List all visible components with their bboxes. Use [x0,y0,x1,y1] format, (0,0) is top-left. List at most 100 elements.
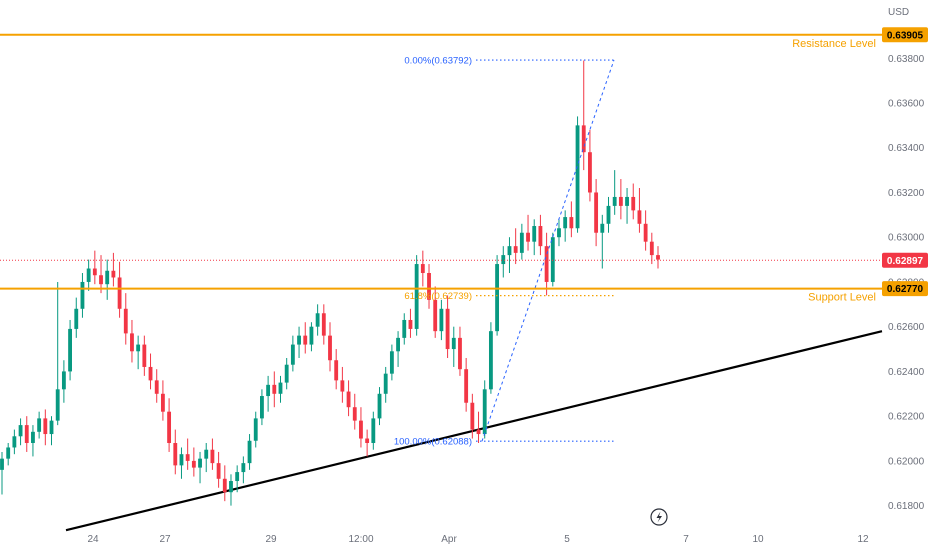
x-tick-label: 27 [159,534,171,545]
current-price-tag: 0.62897 [882,252,928,268]
candle [253,411,258,448]
fib-level-618-label: 61.8%(0.62739) [404,291,472,302]
candle-body [389,351,394,374]
candle-body [563,217,568,229]
candle-body [179,454,184,466]
x-tick-label: 5 [564,534,570,545]
candle [315,304,320,336]
candle-body [600,223,605,233]
candle [0,451,4,495]
candle-body [618,196,623,206]
candle-body [123,308,128,334]
candle-body [625,196,629,206]
candle [18,418,23,446]
candle [476,411,481,443]
candle [278,375,283,403]
candle-body [0,458,4,470]
support-price-tag-bg [882,281,928,297]
candle-body [266,384,271,397]
candle [402,313,407,345]
x-axis: 24 27 29 12:00 Apr 5 7 10 12 [87,534,869,545]
candle-body [594,192,599,233]
candle [80,273,85,318]
candle-body [346,391,351,408]
candle [365,429,370,457]
candle-body [656,255,660,260]
candles-layer [0,60,660,506]
candle-body [532,226,537,242]
candle [643,210,648,251]
ascending-trendline[interactable] [65,330,883,532]
candle-body [191,460,196,468]
candle [191,447,196,477]
candle [532,219,537,256]
y-tick-label: 0.62200 [888,412,925,423]
candle-body [588,152,592,193]
candle [389,344,394,381]
candle [222,465,227,502]
candle-body [359,420,363,439]
support-price-tag: 0.62770 [882,281,928,297]
candle-body [631,196,636,211]
candle [241,456,246,484]
candle-body [173,443,178,466]
candle-body [309,326,314,345]
candle [6,443,11,466]
candle [210,438,215,470]
candle [383,366,388,403]
current-price-tag-text: 0.62897 [887,256,924,267]
candle [569,201,574,238]
candle-body [253,418,258,441]
candle [297,326,301,358]
candle-body [569,217,574,229]
candle [501,246,506,278]
candle-body [303,335,308,345]
candle [198,451,202,484]
candle-body [538,226,543,247]
candle [235,465,240,493]
candle-body [154,380,159,394]
candle-body [321,313,326,336]
lightning-icon[interactable] [650,508,668,526]
candle [328,322,332,372]
candle-body [142,344,147,367]
candle [488,322,493,394]
candle-body [18,425,23,437]
candle [260,389,264,426]
candle [179,447,184,479]
candle-body [241,463,246,473]
candle-body [581,125,586,153]
candle-body [649,241,654,256]
candle [247,434,252,470]
candle [55,281,60,426]
candle [92,250,97,285]
candle [544,232,549,296]
candle [612,170,617,215]
candle [408,308,413,338]
currency-label: USD [888,7,909,18]
x-tick-label: Apr [441,534,457,545]
y-tick-label: 0.63200 [888,188,925,199]
candle-body [80,281,85,309]
candle-body [544,246,549,282]
candle [656,246,660,269]
candle-body [210,449,215,464]
candle [303,322,308,354]
candle [458,326,462,376]
candle [61,360,66,403]
candle [117,261,122,318]
candle [74,297,79,338]
candle-body [414,264,419,329]
candle-body [111,270,116,278]
candle-body [12,436,17,448]
candle-body [550,237,555,282]
y-tick-label: 0.63000 [888,233,925,244]
candle-body [445,308,450,350]
candle-body [402,319,407,338]
candle-body [105,270,110,285]
fib-level-100-label: 100.00%(0.62088) [394,437,472,448]
candle [519,223,524,260]
x-tick-label: 24 [87,534,99,545]
candle [600,214,605,269]
